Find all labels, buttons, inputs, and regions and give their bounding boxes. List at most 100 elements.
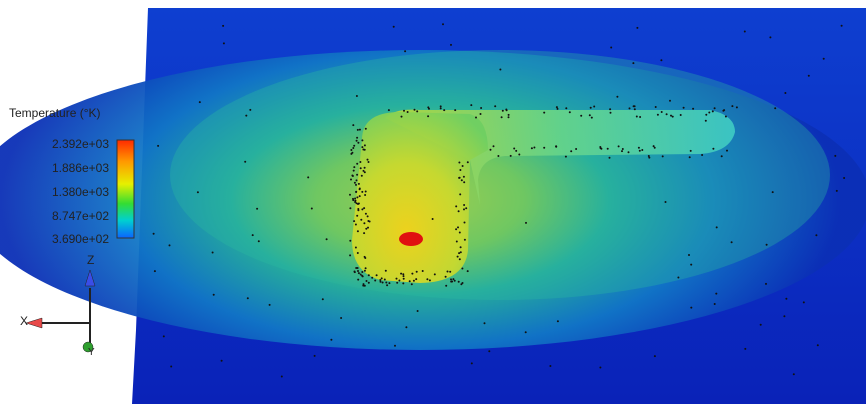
particle [774,107,777,110]
particle [459,251,462,254]
particle [251,234,254,237]
particle [383,278,386,281]
particle [463,238,466,241]
particle [835,189,838,192]
particle [455,240,458,243]
particle [310,207,313,210]
particle [366,215,369,218]
particle [368,220,371,223]
hotspot-marker [399,232,423,246]
particle [402,277,405,280]
particle [353,270,356,273]
particle [679,114,682,116]
particle [450,43,452,46]
particle [641,149,644,151]
particle [427,106,430,109]
particle [461,267,464,270]
particle [374,279,377,282]
particle [822,57,825,60]
particle [353,166,356,169]
particle [363,284,366,287]
particle [400,115,403,118]
particle [357,203,359,205]
particle [466,161,469,164]
particle [458,231,461,234]
particle [458,161,461,164]
particle [458,176,461,179]
particle [360,174,363,177]
particle [398,279,401,282]
particle [834,154,837,157]
particle [509,154,512,157]
particle [652,145,655,148]
particle [356,230,359,233]
particle [357,208,360,210]
particle [357,141,360,144]
particle [198,101,201,104]
particle [492,145,495,148]
particle [518,153,521,156]
particle [428,279,431,282]
particle [415,278,418,281]
particle [352,169,355,172]
particle [450,280,453,283]
particle [364,267,367,270]
particle [653,146,656,149]
particle [361,146,364,149]
particle [355,179,358,182]
axis-triad[interactable]: Z X Y [20,253,96,358]
particle [792,373,795,376]
particle [660,111,663,113]
particle [647,155,650,157]
particle [352,124,355,127]
particle [402,282,405,285]
particle [363,255,366,258]
particle [489,148,492,151]
particle [363,166,366,169]
particle [355,183,357,186]
particle [356,252,359,254]
legend-title: Temperature (°K) [9,106,101,120]
particle [405,326,408,329]
particle [588,114,591,117]
particle [355,202,358,205]
particle [499,68,502,71]
particle [616,95,619,98]
particle [321,298,324,301]
particle [480,107,483,109]
legend-tick-max: 2.392e+03 [51,137,109,151]
particle [457,226,459,229]
particle [632,105,635,108]
particle [367,274,370,277]
particle [361,271,364,273]
x-axis-label: X [20,314,28,328]
legend-tick-2: 1.886e+03 [51,161,109,175]
particle [356,128,359,131]
particle [352,197,354,200]
particle [500,116,503,119]
particle [349,254,352,257]
particle [445,284,448,287]
particle [361,190,364,193]
particle [408,280,411,283]
particle [715,292,718,295]
particle-scatter [152,23,846,378]
particle [724,115,727,118]
particle [340,317,343,319]
particle [357,270,359,272]
particle [384,269,387,272]
particle [589,106,592,109]
particle [460,179,463,182]
particle [380,277,383,280]
particle [463,204,466,206]
particle [366,158,369,161]
heat-halo [170,50,830,300]
particle [356,173,359,176]
particle [575,148,578,150]
particle [606,147,609,150]
particle [455,205,458,208]
particle [153,270,156,273]
particle [692,107,695,110]
particle [403,109,405,112]
